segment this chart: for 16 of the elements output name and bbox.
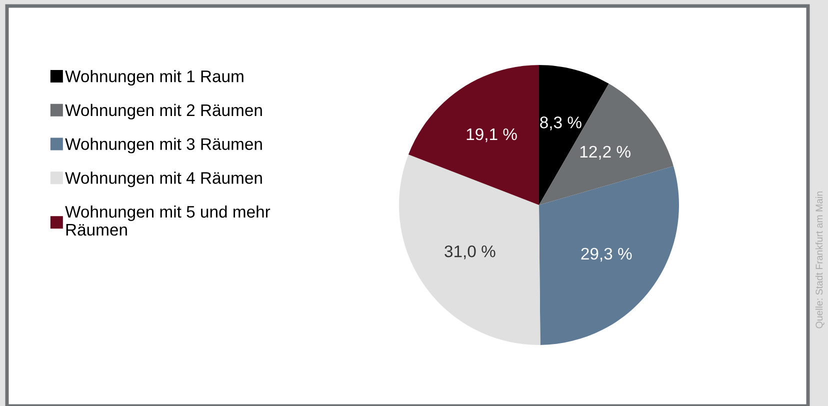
legend-label: Wohnungen mit 3 Räumen bbox=[65, 138, 262, 154]
data-label: 29,3 % bbox=[581, 248, 632, 262]
pie-slice bbox=[539, 84, 674, 205]
legend-label: Wohnungen mit 4 Räumen bbox=[65, 172, 262, 188]
data-label: 12,2 % bbox=[580, 146, 630, 160]
data-label: 19,1 % bbox=[466, 128, 517, 142]
pie-slice bbox=[539, 65, 609, 205]
legend-label: Wohnungen mit 2 Räumen bbox=[65, 104, 262, 120]
legend-label: Wohnungen mit 1 Raum bbox=[65, 70, 244, 86]
source-note: Quelle: Stadt Frankfurt am Main bbox=[815, 192, 824, 328]
legend-label: Wohnungen mit 5 und mehr Räumen bbox=[65, 205, 270, 236]
pie-slice bbox=[399, 154, 540, 345]
data-label: 31,0 % bbox=[444, 245, 496, 260]
pie-slice bbox=[408, 65, 539, 205]
pie-slice bbox=[539, 166, 679, 345]
data-label: 8,3 % bbox=[540, 116, 582, 130]
